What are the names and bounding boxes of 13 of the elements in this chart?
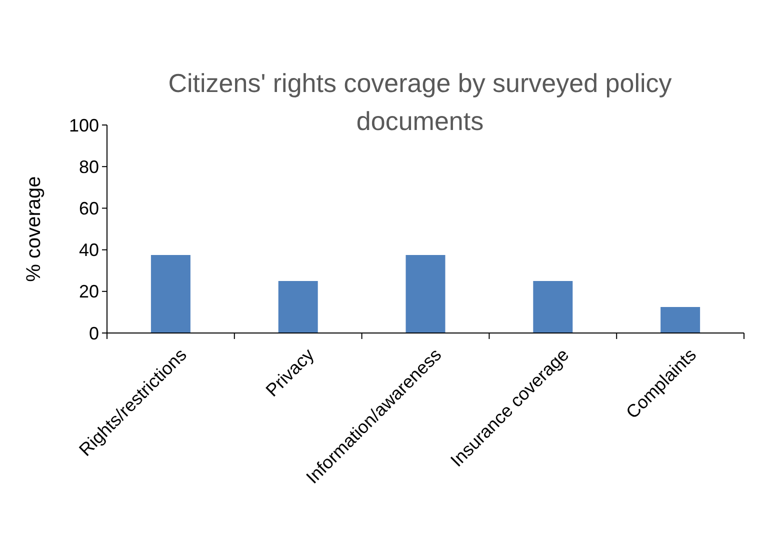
y-tick-label: 40 <box>78 240 99 260</box>
bar <box>150 255 190 333</box>
y-tick-label: 60 <box>78 198 99 218</box>
y-tick-label: 100 <box>68 115 99 136</box>
bar <box>278 281 318 333</box>
bar <box>533 281 573 333</box>
y-axis-title: % coverage <box>23 176 45 282</box>
y-tick-label: 0 <box>88 323 99 344</box>
bar <box>660 307 700 333</box>
y-tick-label: 80 <box>78 156 99 177</box>
chart-title: Citizens' rights coverage by surveyed policy documents <box>168 68 672 136</box>
y-tick-label: 20 <box>78 282 99 302</box>
bar <box>406 255 446 333</box>
